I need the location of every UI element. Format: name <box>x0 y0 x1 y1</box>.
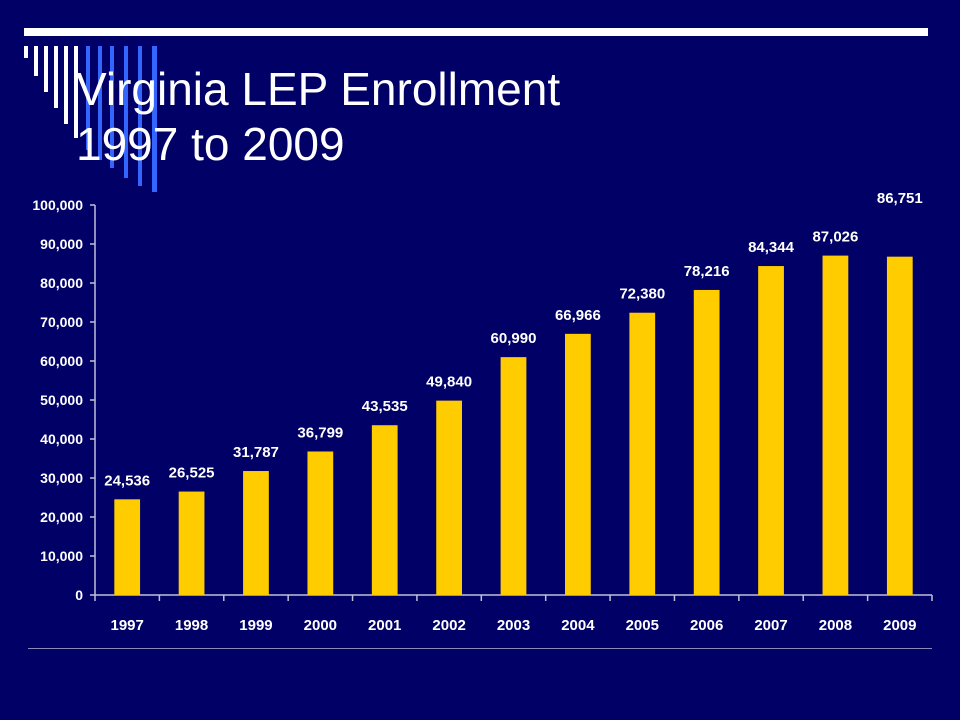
title-line-2: 1997 to 2009 <box>76 118 345 170</box>
data-label: 43,535 <box>362 398 408 415</box>
bar <box>629 312 656 595</box>
stripe <box>34 46 38 76</box>
x-tick-label: 2005 <box>626 617 659 634</box>
stripe <box>24 46 28 58</box>
y-tick-label: 90,000 <box>40 236 83 252</box>
x-tick-label: 2003 <box>497 617 530 634</box>
data-label: 26,525 <box>169 465 215 482</box>
stripe <box>98 46 102 160</box>
y-tick-label: 70,000 <box>40 314 83 330</box>
x-tick-label: 2002 <box>432 617 465 634</box>
bar <box>371 425 398 595</box>
bar <box>114 499 141 595</box>
stripe <box>74 46 78 138</box>
y-tick-label: 10,000 <box>40 548 83 564</box>
bottom-rule <box>28 648 932 649</box>
bar <box>178 491 205 595</box>
y-tick-label: 80,000 <box>40 275 83 291</box>
x-tick-label: 2009 <box>883 617 916 634</box>
bar <box>243 471 269 595</box>
y-tick-label: 0 <box>75 587 83 603</box>
data-label: 87,026 <box>812 229 858 246</box>
bar <box>307 451 334 595</box>
bar <box>886 256 913 595</box>
stripe <box>138 46 142 186</box>
stripe <box>44 46 48 92</box>
title-line-1: Virginia LEP Enrollment <box>76 63 561 115</box>
data-label: 60,990 <box>491 330 537 347</box>
x-tick-label: 1997 <box>111 617 144 634</box>
x-tick-label: 2001 <box>368 617 401 634</box>
data-label: 84,344 <box>748 239 795 256</box>
top-rule <box>24 28 928 36</box>
x-tick-label: 2006 <box>690 617 723 634</box>
bar <box>500 357 527 595</box>
bar <box>436 400 462 595</box>
y-tick-label: 40,000 <box>40 431 83 447</box>
data-label: 36,799 <box>297 424 343 441</box>
x-tick-label: 2004 <box>561 617 595 634</box>
data-label: 72,380 <box>619 286 665 303</box>
y-tick-label: 60,000 <box>40 353 83 369</box>
y-tick-label: 20,000 <box>40 509 83 525</box>
data-label: 49,840 <box>426 374 472 391</box>
data-label: 31,787 <box>233 444 279 461</box>
bar <box>758 266 784 595</box>
decorative-stripes <box>24 46 164 196</box>
stripe <box>124 46 128 178</box>
data-label: 24,536 <box>104 472 150 489</box>
x-tick-label: 1998 <box>175 617 208 634</box>
stripe <box>64 46 68 124</box>
data-label: 66,966 <box>555 307 601 324</box>
y-tick-label: 100,000 <box>32 197 83 213</box>
stripe <box>110 46 114 168</box>
y-tick-label: 50,000 <box>40 392 83 408</box>
data-label: 78,216 <box>684 263 730 280</box>
bar <box>565 333 591 595</box>
x-tick-label: 2000 <box>304 617 337 634</box>
bar <box>822 255 849 595</box>
data-label: 86,751 <box>877 190 923 207</box>
bar <box>693 289 720 595</box>
stripe <box>54 46 58 108</box>
x-tick-label: 2007 <box>754 617 787 634</box>
x-tick-label: 2008 <box>819 617 852 634</box>
y-tick-label: 30,000 <box>40 470 83 486</box>
x-tick-label: 1999 <box>239 617 272 634</box>
slide-title: Virginia LEP Enrollment 1997 to 2009 <box>76 62 560 172</box>
stripe <box>152 46 157 192</box>
stripe <box>86 46 90 150</box>
